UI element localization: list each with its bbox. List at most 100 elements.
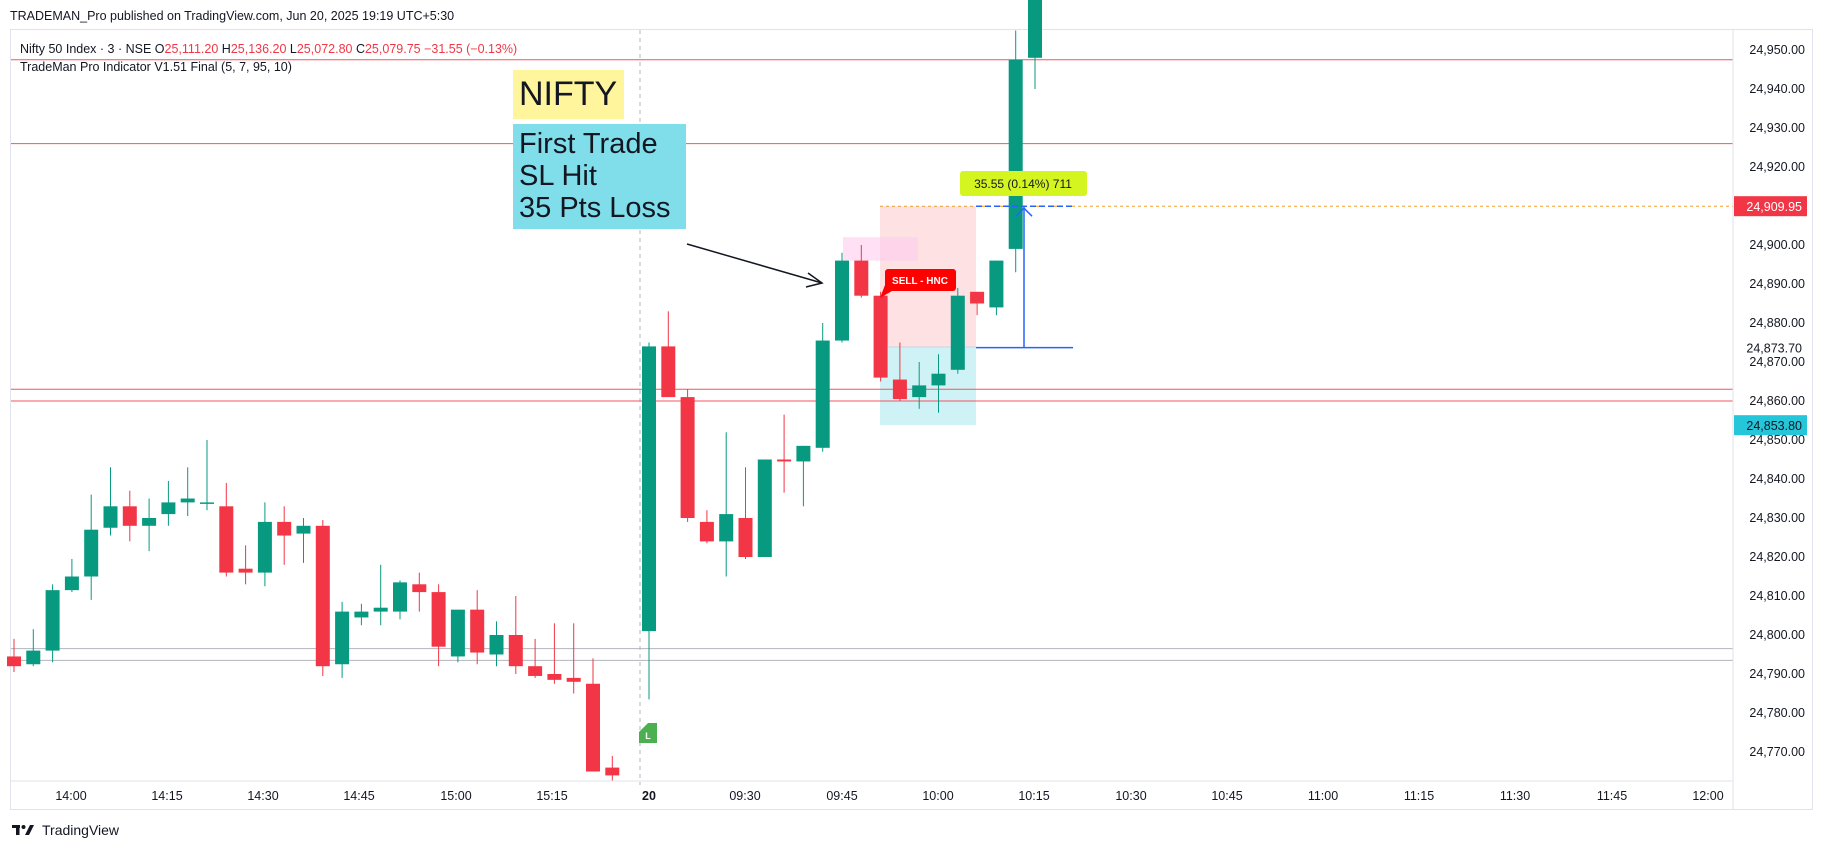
candle-body-45: [892, 379, 907, 400]
sell-tag-pointer: [880, 285, 892, 298]
legend-low-label: L: [289, 42, 297, 56]
candle-body-12: [238, 568, 253, 573]
candle-body-11: [219, 506, 234, 573]
y-tick-label-17: 24,770.00: [1749, 745, 1805, 759]
legend-indicator-row[interactable]: TradeMan Pro Indicator V1.51 Final (5, 7…: [20, 58, 517, 76]
legend-ohlc-row: Nifty 50 Index · 3 · NSE O25,111.20 H25,…: [20, 40, 517, 58]
candle-body-34: [680, 397, 695, 518]
x-tick-label-7: 09:30: [729, 789, 760, 803]
x-tick-label-4: 15:00: [440, 789, 471, 803]
trade-note-box: First Trade SL Hit 35 Pts Loss: [513, 124, 686, 229]
candle-body-2: [45, 590, 60, 651]
tradingview-logo-icon: [12, 825, 34, 835]
chart-frame[interactable]: [10, 29, 1813, 810]
x-tick-label-5: 15:15: [536, 789, 567, 803]
candle-body-7: [142, 518, 157, 526]
y-tick-label-0: 24,950.00: [1749, 43, 1805, 57]
candle-body-0: [7, 656, 21, 667]
x-tick-label-0: 14:00: [55, 789, 86, 803]
measure-label-text: 35.55 (0.14%) 711: [974, 177, 1072, 191]
candle-body-13: [257, 521, 272, 573]
sell-tag-bg: [885, 269, 956, 291]
candle-body-49: [970, 291, 985, 304]
candle-body-44: [873, 295, 888, 378]
y-tick-label-5: 24,890.00: [1749, 277, 1805, 291]
legend-high-value: 25,136.20: [230, 42, 287, 56]
y-tick-label-9: 24,850.00: [1749, 433, 1805, 447]
annotation-arrow-line: [686, 243, 823, 284]
x-tick-label-15: 11:30: [1500, 789, 1530, 803]
chart-legend: Nifty 50 Index · 3 · NSE O25,111.20 H25,…: [20, 40, 517, 76]
price-tag-red-text: 24,909.95: [1746, 200, 1802, 214]
candle-body-35: [699, 521, 714, 542]
x-tick-label-11: 10:30: [1115, 789, 1146, 803]
x-tick-label-3: 14:45: [343, 789, 374, 803]
y-tick-label-11: 24,830.00: [1749, 511, 1805, 525]
price-tag-cyan-bg: [1734, 415, 1807, 436]
x-tick-label-9: 10:00: [922, 789, 953, 803]
price-tag-plain-text: 24,873.70: [1746, 342, 1802, 356]
candle-body-5: [103, 506, 118, 528]
candle-body-22: [431, 592, 446, 647]
pink-highlight-zone: [843, 237, 918, 261]
x-tick-label-8: 09:45: [826, 789, 857, 803]
y-tick-label-15: 24,790.00: [1749, 667, 1805, 681]
published-header: TRADEMAN_Pro published on TradingView.co…: [10, 9, 455, 23]
x-tick-label-12: 10:45: [1211, 789, 1242, 803]
nifty-label-box: NIFTY: [513, 70, 624, 119]
x-tick-label-1: 14:15: [151, 789, 182, 803]
y-tick-label-7: 24,870.00: [1749, 355, 1805, 369]
trade-note-line-1: First Trade: [519, 128, 658, 160]
candle-body-15: [296, 525, 311, 534]
legend-close-value: 25,079.75: [364, 42, 421, 56]
measure-label-bg: [960, 171, 1087, 196]
candle-body-21: [412, 584, 427, 593]
legend-change-value: −31.55 (−0.13%): [424, 42, 518, 56]
y-tick-label-4: 24,900.00: [1749, 238, 1805, 252]
y-tick-label-1: 24,940.00: [1749, 82, 1805, 96]
legend-open-value: 25,111.20: [164, 42, 219, 56]
trade-note-line-3: 35 Pts Loss: [519, 192, 671, 224]
candle-body-25: [489, 635, 504, 655]
candle-body-27: [528, 666, 543, 676]
legend-indicator-name[interactable]: TradeMan Pro Indicator V1.51 Final (5, 7…: [20, 60, 292, 74]
candle-body-28: [547, 674, 562, 680]
candle-body-41: [815, 340, 830, 448]
candle-body-43: [854, 260, 869, 296]
candle-body-39: [777, 459, 792, 462]
candle-body-29: [566, 677, 581, 682]
legend-symbol: Nifty 50 Index · 3 · NSE: [20, 42, 152, 56]
legend-high-label: H: [221, 42, 231, 56]
candle-body-17: [335, 611, 350, 665]
tradingview-brand[interactable]: TradingView: [42, 822, 120, 838]
price-tag-cyan-text: 24,853.80: [1746, 419, 1802, 433]
x-tick-label-10: 10:15: [1018, 789, 1049, 803]
y-tick-label-3: 24,920.00: [1749, 160, 1805, 174]
price-tag-red-bg: [1734, 196, 1807, 217]
long-marker-text: L: [645, 731, 651, 741]
candle-body-47: [931, 373, 946, 386]
y-tick-label-14: 24,800.00: [1749, 628, 1805, 642]
candle-body-16: [315, 525, 330, 667]
candle-body-30: [586, 683, 600, 772]
x-tick-label-16: 11:45: [1597, 789, 1627, 803]
candle-body-31: [605, 767, 620, 776]
candle-body-8: [161, 502, 176, 515]
x-tick-label-2: 14:30: [247, 789, 278, 803]
candle-body-50: [989, 260, 1004, 308]
y-tick-label-10: 24,840.00: [1749, 472, 1805, 486]
candle-body-23: [450, 609, 465, 657]
tradingview-footer[interactable]: TradingView: [12, 822, 119, 838]
candle-body-10: [200, 502, 214, 504]
candle-body-37: [738, 518, 753, 557]
candle-body-9: [180, 498, 195, 503]
legend-low-value: 25,072.80: [296, 42, 353, 56]
y-tick-label-13: 24,810.00: [1749, 589, 1805, 603]
long-marker-shape: [639, 723, 657, 743]
candle-body-33: [661, 346, 676, 398]
candle-body-19: [373, 607, 388, 612]
trade-note-line-2: SL Hit: [519, 160, 597, 192]
candle-body-6: [122, 506, 137, 526]
candle-body-40: [796, 445, 811, 462]
